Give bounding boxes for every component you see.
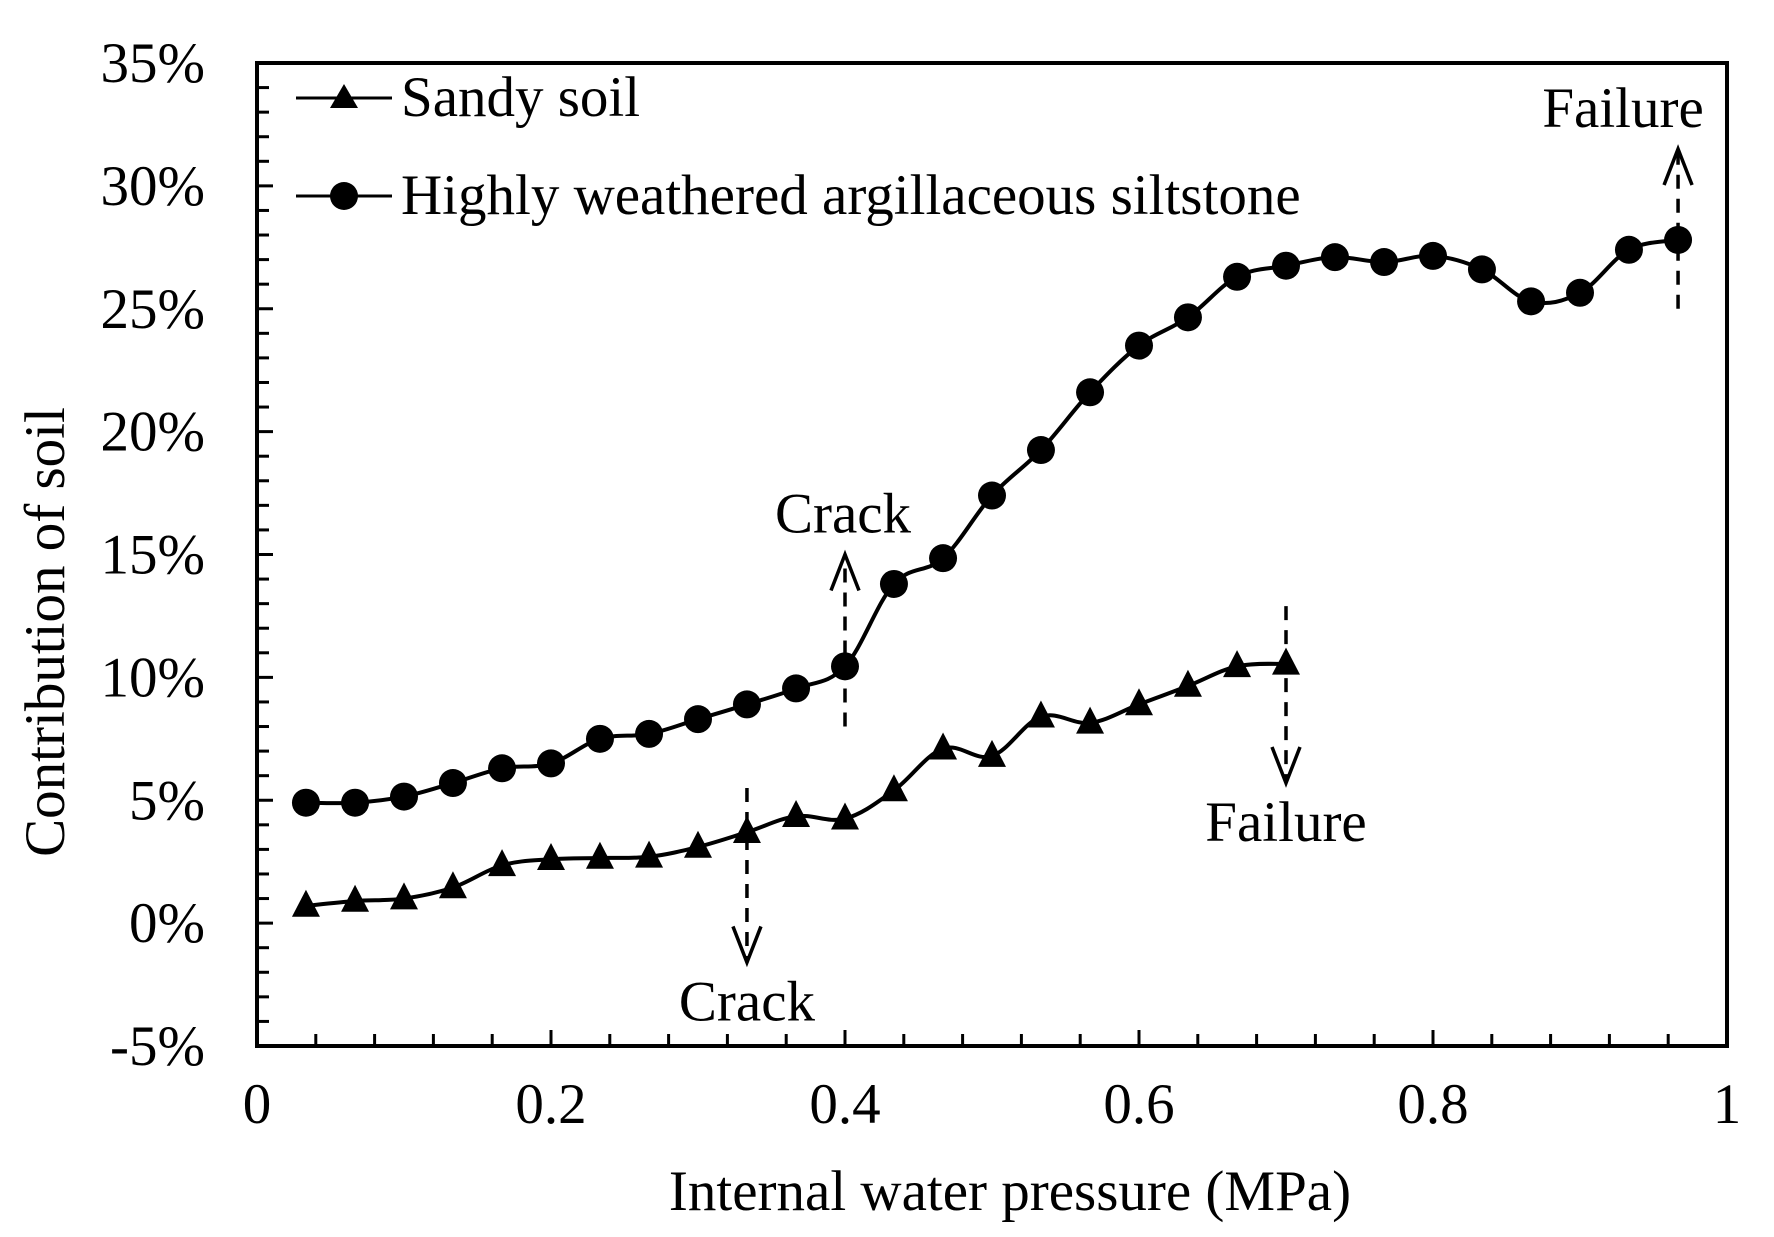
- data-point-circle: [585, 724, 614, 753]
- y-axis-title: Contribution of soil: [14, 407, 77, 857]
- y-tick-label: 10%: [101, 646, 205, 709]
- data-point-circle: [1125, 331, 1153, 360]
- data-point-circle: [879, 569, 908, 598]
- data-point-circle: [1517, 287, 1546, 316]
- legend: Sandy soil Highly weathered argillaceous…: [296, 66, 1301, 227]
- data-point-triangle: [1173, 669, 1202, 697]
- data-point-triangle: [488, 849, 517, 877]
- x-axis-tick-labels: 0 0.2 0.4 0.6 0.8 1: [243, 1073, 1742, 1136]
- annotation-label: Crack: [679, 970, 816, 1033]
- data-point-circle: [684, 705, 712, 734]
- y-tick-label: -5%: [110, 1015, 205, 1078]
- data-point-triangle: [438, 871, 467, 899]
- data-point-circle: [1566, 278, 1594, 307]
- data-point-circle: [929, 544, 958, 573]
- data-point-triangle: [732, 815, 761, 843]
- data-point-circle: [1370, 248, 1399, 277]
- data-point-circle: [537, 749, 565, 778]
- y-tick-label: 0%: [129, 892, 205, 955]
- data-point-triangle: [879, 774, 908, 802]
- data-point-triangle: [978, 739, 1006, 767]
- data-point-triangle: [635, 840, 664, 868]
- annotation-layer: Crack Failure Crack Failure: [679, 77, 1704, 1033]
- series-siltstone: [291, 225, 1693, 817]
- annotation-label: Crack: [775, 483, 912, 546]
- data-point-triangle: [1026, 700, 1055, 728]
- data-point-triangle: [390, 882, 418, 910]
- data-point-circle: [1467, 255, 1496, 284]
- data-point-circle: [1026, 436, 1055, 465]
- legend-item-siltstone: Highly weathered argillaceous siltstone: [296, 164, 1301, 227]
- data-point-triangle: [341, 884, 370, 912]
- series-sandy-soil: [291, 647, 1300, 917]
- series-layer: [291, 225, 1693, 917]
- x-tick-label: 0.8: [1397, 1073, 1468, 1136]
- data-point-circle: [1076, 378, 1105, 407]
- y-tick-label: 20%: [101, 401, 205, 464]
- data-point-circle: [978, 481, 1006, 510]
- data-point-circle: [438, 769, 467, 798]
- data-point-triangle: [1076, 706, 1105, 734]
- x-tick-label: 0.2: [515, 1073, 586, 1136]
- data-point-circle: [1419, 241, 1447, 270]
- series-line: [305, 237, 1679, 806]
- y-tick-label: 30%: [101, 155, 205, 218]
- legend-label-siltstone: Highly weathered argillaceous siltstone: [401, 164, 1301, 227]
- annotation-failure-up: Failure: [1542, 77, 1704, 309]
- y-tick-label: 15%: [101, 524, 205, 587]
- data-point-circle: [1664, 225, 1693, 254]
- y-tick-label: 5%: [129, 769, 205, 832]
- y-axis-tick-labels: -5% 0% 5% 10% 15% 20% 25% 30% 35%: [101, 32, 205, 1078]
- data-point-circle: [1320, 243, 1349, 272]
- data-point-circle: [291, 788, 320, 817]
- annotation-failure-down: Failure: [1205, 606, 1367, 854]
- data-point-triangle: [537, 843, 565, 871]
- data-point-circle: [1223, 262, 1252, 291]
- annotation-label: Failure: [1205, 791, 1366, 854]
- x-tick-label: 0: [243, 1073, 272, 1136]
- data-point-circle: [635, 719, 664, 748]
- data-point-circle: [341, 788, 370, 817]
- x-tick-label: 0.6: [1103, 1073, 1174, 1136]
- data-point-circle: [1614, 235, 1643, 264]
- data-point-circle: [732, 690, 761, 719]
- y-axis-ticks: [257, 61, 273, 1048]
- data-point-triangle: [1223, 650, 1252, 678]
- legend-triangle-marker-icon: [330, 84, 358, 108]
- annotation-label: Failure: [1542, 77, 1703, 140]
- data-point-circle: [1173, 303, 1202, 332]
- y-tick-label: 35%: [101, 32, 205, 95]
- data-point-triangle: [831, 802, 859, 830]
- data-point-triangle: [1125, 688, 1153, 716]
- data-point-triangle: [291, 889, 320, 917]
- data-point-circle: [488, 754, 517, 783]
- data-point-triangle: [782, 800, 811, 828]
- annotation-crack-down: Crack: [679, 787, 816, 1033]
- legend-circle-marker-icon: [330, 182, 358, 210]
- data-point-triangle: [585, 841, 614, 869]
- annotation-crack-up: Crack: [775, 483, 912, 727]
- legend-label-sandy-soil: Sandy soil: [401, 66, 640, 129]
- arrow-down-icon: [1270, 746, 1302, 788]
- arrow-up-icon: [829, 549, 861, 592]
- arrow-down-icon: [731, 925, 763, 968]
- data-point-triangle: [929, 732, 958, 760]
- arrow-up-icon: [1662, 144, 1694, 186]
- x-axis-title: Internal water pressure (MPa): [669, 1160, 1351, 1223]
- x-tick-label: 0.4: [809, 1073, 880, 1136]
- data-point-triangle: [684, 830, 712, 858]
- x-tick-label: 1: [1713, 1073, 1742, 1136]
- y-tick-label: 25%: [101, 278, 205, 341]
- data-point-circle: [782, 674, 811, 703]
- x-axis-ticks: [255, 1030, 1729, 1046]
- data-point-circle: [1272, 251, 1300, 280]
- data-point-circle: [390, 782, 418, 811]
- legend-item-sandy-soil: Sandy soil: [296, 66, 640, 129]
